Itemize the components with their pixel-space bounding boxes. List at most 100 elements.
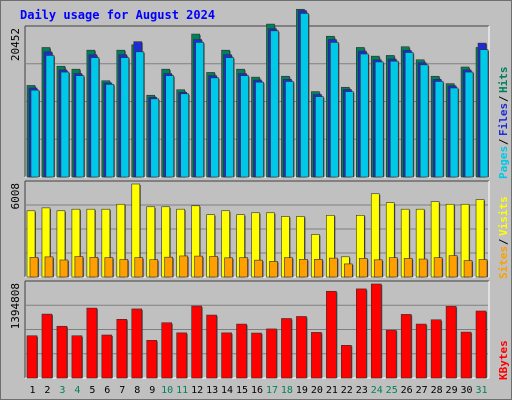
bar-kbytes-13	[206, 314, 217, 379]
bar-pages-10	[165, 75, 175, 178]
bar-sites-14	[224, 257, 233, 278]
x-tick-label-26: 26	[401, 385, 413, 396]
bar-pages-17	[270, 30, 279, 178]
bar-pages-29	[449, 87, 459, 178]
bar-sites-19	[299, 259, 308, 278]
bar-pages-12	[195, 42, 204, 178]
x-tick-label-25: 25	[386, 385, 398, 396]
bar-sites-23	[358, 258, 368, 278]
bar-kbytes-19	[296, 316, 307, 379]
x-tick-label-6: 6	[104, 385, 110, 396]
legend-sites: Sites	[497, 246, 510, 279]
x-tick-label-7: 7	[119, 385, 125, 396]
bar-kbytes-5	[86, 307, 98, 379]
bar-kbytes-8	[131, 308, 143, 379]
bar-pages-22	[345, 91, 354, 178]
x-tick-label-16: 16	[251, 385, 263, 396]
bar-pages-19	[300, 13, 309, 178]
bar-kbytes-18	[281, 318, 292, 379]
bar-pages-25	[389, 60, 399, 178]
bar-sites-4	[74, 256, 84, 278]
bar-kbytes-28	[430, 319, 442, 379]
legend-files: Files	[497, 103, 510, 136]
bar-kbytes-26	[400, 314, 412, 379]
legend-pages: Pages	[497, 146, 510, 179]
bar-kbytes-17	[266, 328, 277, 379]
bar-kbytes-24	[370, 283, 382, 379]
bar-sites-21	[329, 257, 338, 278]
panel-visits-sites: 6008 Sites/ Visits	[9, 180, 510, 279]
bar-pages-6	[105, 84, 115, 178]
bar-sites-30	[463, 260, 473, 278]
bar-kbytes-31	[475, 310, 487, 379]
bar-pages-28	[434, 81, 444, 178]
bar-sites-24	[373, 259, 383, 278]
x-tick-label-18: 18	[281, 385, 293, 396]
x-axis-labels: 1 2 3 4 5 6 7 8 9 10 11 12 13 14 15 16 17 18 19 20 21 22 23 24 2…	[29, 385, 487, 396]
legend-separator: /	[497, 95, 510, 102]
bar-kbytes-25	[385, 329, 397, 379]
bar-sites-17	[269, 261, 278, 278]
bar-pages-3	[60, 71, 70, 178]
bar-pages-8	[135, 51, 145, 178]
bar-sites-27	[418, 258, 428, 278]
x-tick-label-11: 11	[176, 385, 188, 396]
x-tick-label-29: 29	[446, 385, 458, 396]
bar-kbytes-6	[101, 334, 113, 379]
chart-title: Daily usage for August 2024	[20, 8, 215, 22]
x-tick-label-23: 23	[356, 385, 368, 396]
x-tick-label-31: 31	[475, 385, 487, 396]
bar-kbytes-15	[236, 323, 247, 379]
bar-sites-13	[209, 256, 218, 278]
bar-sites-18	[284, 257, 293, 278]
panel-kbytes: 1394808 KBytes	[9, 280, 510, 380]
x-tick-label-28: 28	[431, 385, 443, 396]
bar-kbytes-23	[355, 288, 367, 379]
bar-kbytes-14	[221, 332, 232, 379]
x-tick-label-20: 20	[311, 385, 323, 396]
x-tick-label-9: 9	[149, 385, 155, 396]
bar-sites-16	[254, 259, 263, 278]
bar-sites-11	[179, 255, 188, 278]
y-max-label: 6008	[9, 183, 22, 210]
x-tick-label-19: 19	[296, 385, 308, 396]
bar-kbytes-1	[26, 335, 38, 379]
bar-sites-7	[119, 259, 129, 278]
bar-sites-31	[478, 259, 488, 278]
bar-sites-29	[448, 255, 458, 278]
bar-pages-14	[225, 57, 234, 178]
x-tick-label-22: 22	[341, 385, 353, 396]
bar-pages-26	[404, 52, 414, 178]
bar-pages-21	[330, 42, 339, 178]
bar-pages-24	[374, 61, 384, 178]
x-tick-label-4: 4	[74, 385, 80, 396]
x-tick-label-1: 1	[29, 385, 35, 396]
x-tick-label-12: 12	[191, 385, 203, 396]
bar-sites-20	[314, 259, 323, 278]
x-tick-label-14: 14	[221, 385, 233, 396]
legend-kbytes: KBytes	[497, 340, 510, 380]
x-tick-label-2: 2	[44, 385, 50, 396]
bar-kbytes-29	[445, 306, 457, 379]
x-tick-label-8: 8	[134, 385, 140, 396]
legend-visits-sites: Sites/ Visits	[497, 196, 510, 279]
y-max-label: 1394808	[9, 283, 22, 329]
bar-sites-25	[388, 257, 398, 278]
bar-kbytes-21	[326, 290, 337, 379]
legend-separator: /	[497, 238, 510, 245]
x-tick-label-21: 21	[326, 385, 338, 396]
bar-pages-11	[180, 93, 189, 178]
legend-kbytes: KBytes	[497, 340, 510, 380]
bar-pages-16	[255, 81, 264, 178]
bar-kbytes-4	[71, 335, 83, 379]
bar-pages-4	[75, 75, 85, 178]
x-tick-label-15: 15	[236, 385, 248, 396]
bar-pages-18	[285, 81, 294, 178]
bar-sites-10	[164, 256, 174, 278]
bar-sites-22	[344, 263, 353, 278]
bar-sites-28	[433, 257, 443, 278]
x-tick-label-30: 30	[461, 385, 473, 396]
legend-separator: /	[497, 138, 510, 145]
